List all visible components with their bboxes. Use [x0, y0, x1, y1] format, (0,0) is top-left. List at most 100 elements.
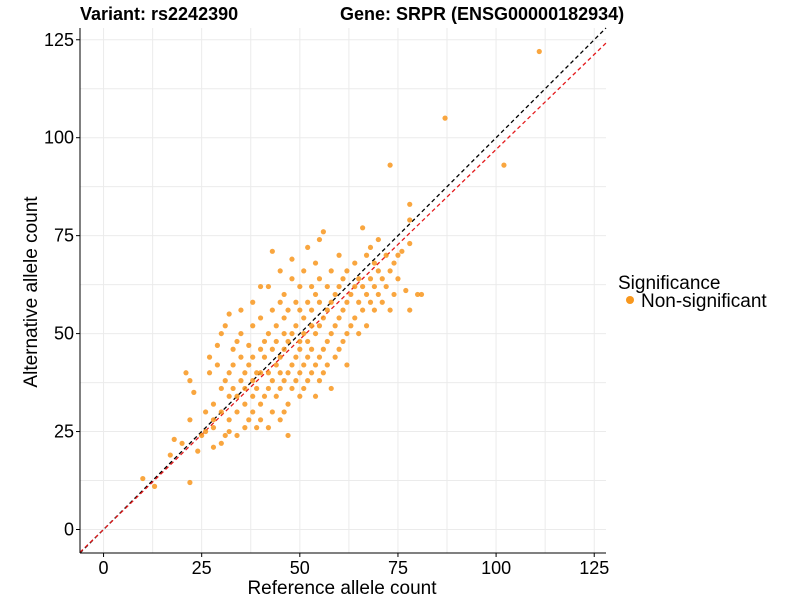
data-point	[387, 307, 393, 313]
data-point	[238, 330, 244, 337]
chart-title-variant: Variant: rs2242390	[80, 4, 238, 24]
data-point	[269, 307, 275, 313]
data-point	[257, 401, 264, 407]
y-tick-label: 25	[54, 422, 74, 442]
data-point	[187, 417, 193, 423]
data-point	[320, 346, 326, 352]
data-point	[360, 307, 366, 313]
data-point	[246, 417, 252, 423]
reference-lines	[79, 27, 607, 554]
data-point	[238, 354, 244, 360]
data-point	[273, 393, 279, 399]
x-tick-label: 125	[579, 558, 609, 578]
data-point	[305, 378, 311, 384]
data-point	[250, 393, 256, 399]
data-point	[257, 417, 264, 423]
data-point	[301, 362, 307, 368]
reference-line-1	[79, 27, 607, 554]
data-point	[328, 385, 334, 392]
data-point	[308, 370, 315, 376]
data-point	[289, 362, 295, 368]
data-point	[297, 283, 303, 290]
data-point	[375, 268, 381, 274]
y-tick-label: 0	[64, 519, 74, 539]
data-point	[363, 323, 370, 329]
data-point	[250, 409, 256, 415]
data-point	[250, 354, 256, 360]
data-point	[367, 244, 374, 251]
y-tick-label: 100	[44, 128, 74, 148]
data-point	[269, 248, 275, 254]
data-point	[308, 307, 315, 313]
data-point	[324, 338, 330, 345]
data-point	[250, 378, 256, 384]
data-point	[312, 291, 319, 298]
data-point	[340, 276, 346, 282]
data-point	[324, 362, 330, 368]
data-point	[265, 425, 272, 431]
legend-marker	[626, 296, 634, 304]
data-point	[340, 307, 346, 313]
data-point	[206, 354, 213, 360]
data-point	[183, 370, 189, 376]
data-point	[336, 346, 342, 352]
data-point	[316, 299, 323, 305]
data-point	[391, 260, 397, 266]
data-point	[360, 283, 366, 290]
data-point	[297, 370, 303, 376]
chart-title-gene: Gene: SRPR (ENSG00000182934)	[340, 4, 624, 24]
data-point	[265, 330, 272, 337]
data-point	[308, 346, 315, 352]
data-point	[277, 354, 283, 360]
data-point	[407, 201, 413, 207]
data-point	[171, 436, 177, 442]
data-point	[383, 252, 389, 258]
data-point	[356, 276, 362, 282]
data-point	[387, 268, 393, 274]
data-point	[218, 440, 224, 446]
data-point	[352, 283, 358, 290]
data-point	[285, 401, 291, 407]
data-point	[289, 256, 295, 262]
data-point	[210, 444, 217, 450]
data-point	[336, 315, 342, 321]
data-point	[328, 268, 334, 274]
data-point	[269, 409, 275, 415]
data-point	[297, 393, 303, 399]
data-point	[363, 291, 370, 298]
data-point	[312, 393, 319, 399]
data-point	[238, 307, 244, 313]
data-point	[371, 260, 378, 266]
data-point	[277, 385, 283, 392]
data-point	[210, 417, 217, 423]
data-point	[360, 225, 366, 231]
data-point	[277, 370, 283, 376]
data-point	[254, 370, 260, 376]
data-point	[297, 307, 303, 313]
data-point	[414, 291, 421, 298]
data-point	[230, 346, 236, 352]
data-point	[348, 323, 354, 329]
data-point	[332, 323, 338, 329]
data-point	[375, 236, 381, 243]
data-point	[250, 323, 256, 329]
data-point	[234, 409, 240, 415]
data-point	[226, 393, 232, 399]
data-point	[203, 428, 209, 435]
data-point	[199, 432, 205, 439]
data-point	[285, 307, 291, 313]
data-point	[328, 299, 334, 305]
data-point	[305, 354, 311, 360]
data-point	[179, 440, 185, 446]
data-point	[289, 276, 295, 282]
data-point	[167, 452, 173, 458]
data-point	[407, 217, 413, 223]
data-point	[261, 393, 268, 399]
data-point	[371, 283, 378, 290]
data-point	[363, 252, 370, 258]
data-point	[340, 338, 346, 345]
data-point	[140, 475, 146, 482]
data-point	[254, 385, 260, 392]
legend-title: Significance	[618, 273, 720, 294]
data-point	[277, 417, 283, 423]
